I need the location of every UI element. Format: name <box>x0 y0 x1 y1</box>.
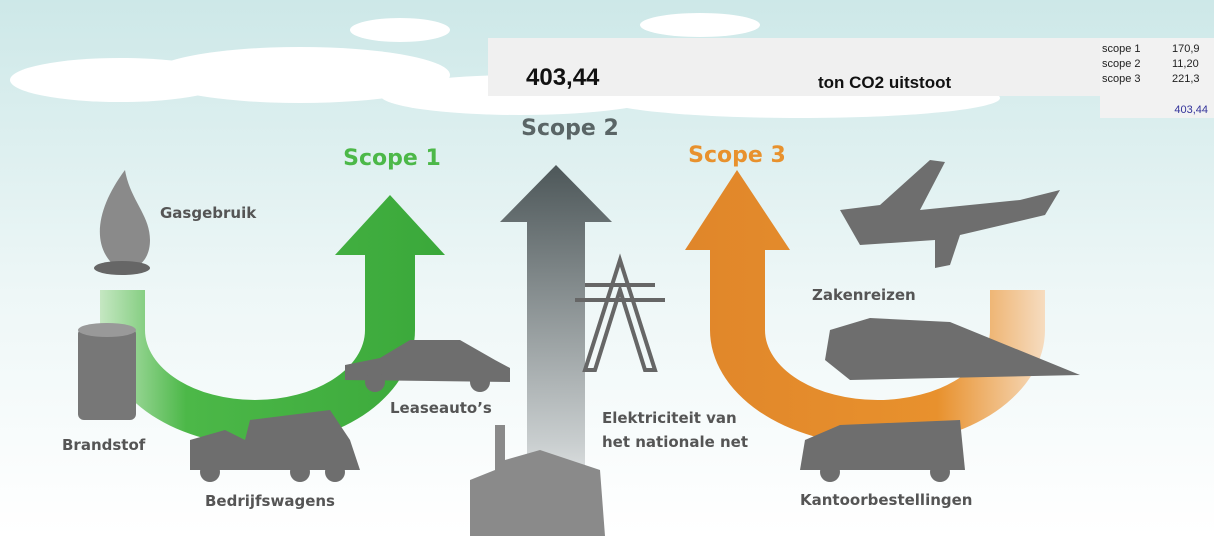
item-label: Brandstof <box>62 436 146 454</box>
total: 403,44 <box>526 64 600 91</box>
scope-label: Scope 2 <box>521 116 619 141</box>
summary-total: 403,44 <box>1174 104 1208 116</box>
summary-value: 170,9 <box>1172 43 1200 55</box>
item-label: Elektriciteit van <box>602 409 737 427</box>
item-label: Gasgebruik <box>160 204 257 222</box>
summary-scope: scope 3 <box>1102 73 1141 85</box>
item-label: Bedrijfswagens <box>205 492 335 510</box>
scope-label: Scope 1 <box>343 146 441 171</box>
infographic: 403,44 ton CO2 uitstoot scope 1 170,9 scop… <box>0 0 1214 536</box>
unit: ton CO2 uitstoot <box>818 73 951 92</box>
item-label: Leaseauto’s <box>390 399 492 417</box>
item-label: Kantoorbestellingen <box>800 491 972 509</box>
summary-value: 221,3 <box>1172 73 1200 85</box>
summary-scope: scope 2 <box>1102 58 1141 70</box>
summary-scope: scope 1 <box>1102 43 1141 55</box>
item-label: Zakenreizen <box>812 286 916 304</box>
summary-value: 11,20 <box>1172 58 1199 70</box>
scope-label: Scope 3 <box>688 143 786 168</box>
item-label: het nationale net <box>602 433 748 451</box>
